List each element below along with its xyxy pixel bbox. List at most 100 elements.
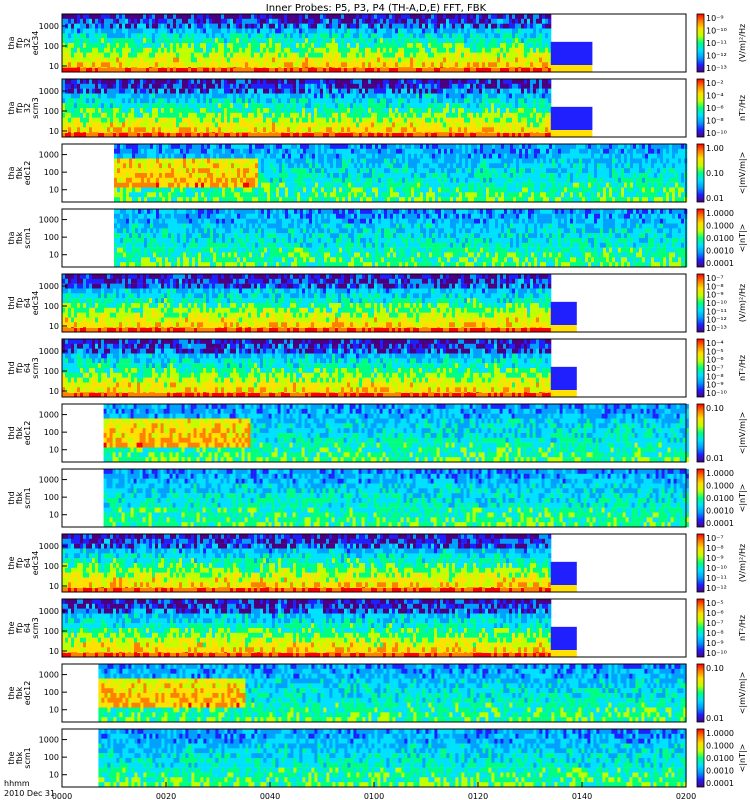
y-tick-label: 1000	[39, 282, 59, 291]
panel-label-line: scm3	[31, 357, 40, 378]
spectrogram-cells	[114, 209, 687, 267]
panel-label: tha ffp 32 scm3	[7, 97, 40, 118]
y-tick-label: 1000	[39, 736, 59, 745]
y-tick-label: 1000	[39, 411, 59, 420]
y-tick-label: 100	[44, 233, 59, 242]
spectrogram-cells	[62, 79, 551, 137]
colorbar	[697, 339, 704, 397]
panel-label: the ffp 64 scm3	[7, 617, 40, 638]
panel-label: the fbk scm1	[7, 747, 32, 768]
panel-label-line: edc34	[31, 31, 40, 56]
colorbar-label: (V/m)²/Hz	[738, 544, 747, 582]
y-tick-label: 10	[49, 706, 59, 715]
colorbar-tick-label: 0.0001	[706, 779, 734, 788]
x-tick-label: 0020	[156, 792, 176, 800]
colorbar-tick-label: 10⁻⁷	[706, 534, 724, 543]
colorbar-tick-label: 10⁻⁵	[706, 599, 724, 608]
colorbar-label: nT²/Hz	[738, 95, 747, 121]
spectrogram-tail	[551, 562, 577, 585]
spectrogram-cells	[62, 14, 551, 72]
panel-label: the fbk edc12	[7, 681, 32, 706]
x-tick-label: 0120	[468, 792, 488, 800]
colorbar-tick-label: 0.0001	[706, 519, 734, 528]
colorbar-tick-label: 0.0010	[706, 247, 734, 256]
y-tick-label: 1000	[39, 216, 59, 225]
colorbar-tick-label: 0.01	[706, 194, 724, 203]
panel-label-line: edc34	[31, 291, 40, 316]
spectrogram-tail-band	[551, 130, 593, 137]
colorbar-label: (V/m)²/Hz	[738, 284, 747, 322]
spectrogram-cells	[62, 599, 551, 657]
colorbar-tick-label: 10⁻¹³	[706, 324, 727, 333]
y-tick-label: 10	[49, 446, 59, 455]
y-tick-label: 10	[49, 511, 59, 520]
colorbar-tick-label: 10⁻⁹	[706, 554, 724, 563]
colorbar-tick-label: 1.0000	[706, 729, 734, 738]
colorbar-label: <|mV/m|>	[738, 672, 747, 715]
colorbar	[697, 404, 704, 462]
y-tick-label: 1000	[39, 87, 59, 96]
colorbar-tick-label: 0.0010	[706, 507, 734, 516]
y-tick-label: 1000	[39, 476, 59, 485]
colorbar-tick-label: 10⁻¹²	[706, 584, 727, 593]
colorbar	[697, 14, 704, 72]
colorbar-tick-label: 0.0001	[706, 259, 734, 268]
y-tick-label: 10	[49, 251, 59, 260]
y-tick-label: 100	[44, 493, 59, 502]
colorbar	[697, 274, 704, 332]
y-tick-label: 100	[44, 428, 59, 437]
colorbar	[697, 599, 704, 657]
panel-label-line: scm1	[23, 227, 32, 248]
y-tick-label: 1000	[39, 671, 59, 680]
colorbar-tick-label: 1.00	[706, 144, 724, 153]
spectrogram-tail	[551, 627, 577, 650]
spectrogram-cells	[114, 144, 687, 202]
y-tick-label: 100	[44, 42, 59, 51]
y-tick-label: 100	[44, 753, 59, 762]
panel-label: thd fbk edc12	[7, 421, 32, 446]
colorbar-tick-label: 10⁻¹⁰	[706, 649, 727, 658]
colorbar-tick-label: 0.0100	[706, 494, 734, 503]
colorbar-tick-label: 1.0000	[706, 209, 734, 218]
colorbar	[697, 209, 704, 267]
y-tick-label: 10	[49, 582, 59, 591]
colorbar-tick-label: 0.1000	[706, 742, 734, 751]
spectrogram-cells	[62, 339, 551, 397]
colorbar-tick-label: 10⁻¹⁰	[706, 129, 727, 138]
colorbar-tick-label: 10⁻⁶	[706, 104, 724, 113]
colorbar-tick-label: 1.0000	[706, 469, 734, 478]
y-tick-label: 10	[49, 127, 59, 136]
colorbar-tick-label: 10⁻¹⁰	[706, 564, 727, 573]
y-tick-label: 100	[44, 627, 59, 636]
spectrogram-cells	[62, 274, 551, 332]
panel-label: thd fbk scm1	[7, 487, 32, 508]
colorbar-label: <|nT|>	[738, 224, 747, 253]
colorbar-tick-label: 10⁻¹³	[706, 64, 727, 73]
y-tick-label: 10	[49, 322, 59, 331]
colorbar-tick-label: 0.0010	[706, 767, 734, 776]
colorbar-tick-label: 10⁻⁸	[706, 629, 724, 638]
y-tick-label: 10	[49, 186, 59, 195]
panel-label: tha fbk edc12	[7, 161, 32, 186]
colorbar	[697, 664, 704, 722]
x-tick-label: 0140	[572, 792, 592, 800]
colorbar-tick-label: 0.10	[706, 169, 724, 178]
colorbar-tick-label: 10⁻⁹	[706, 14, 724, 23]
y-tick-label: 100	[44, 562, 59, 571]
y-tick-label: 10	[49, 771, 59, 780]
y-tick-label: 1000	[39, 542, 59, 551]
y-tick-label: 100	[44, 107, 59, 116]
x-axis-label-hhmm: hhmm	[4, 779, 30, 788]
colorbar-tick-label: 10⁻¹⁰	[706, 27, 727, 36]
figure-title: Inner Probes: P5, P3, P4 (TH-A,D,E) FFT,…	[266, 3, 487, 14]
colorbar-label: nT²/Hz	[738, 355, 747, 381]
colorbar	[697, 729, 704, 787]
colorbar-tick-label: 0.10	[706, 664, 724, 673]
colorbar	[697, 79, 704, 137]
colorbar-label: <|nT|>	[738, 744, 747, 773]
colorbar-tick-label: 10⁻¹¹	[706, 574, 727, 583]
panel-label-line: edc12	[23, 161, 32, 186]
